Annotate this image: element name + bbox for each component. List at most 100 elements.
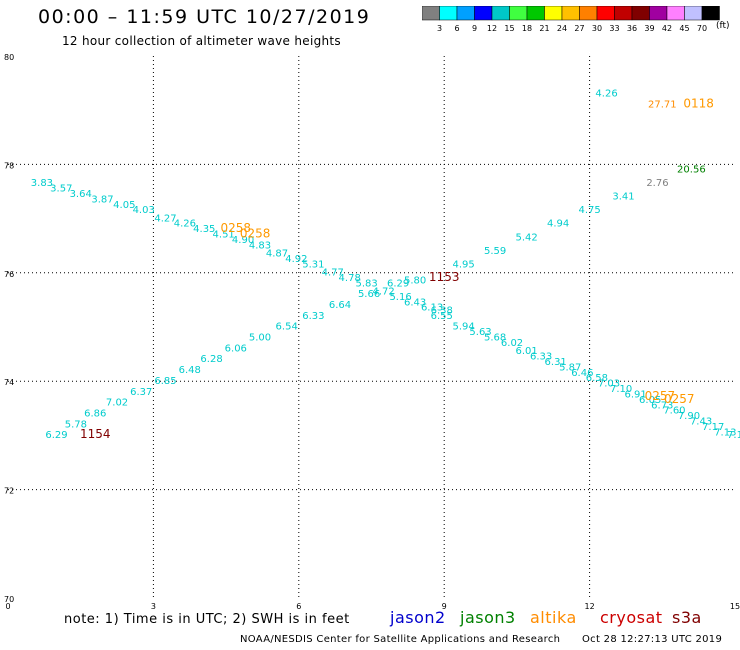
wave-height-label: 4.26 [595, 89, 617, 100]
y-tick-label: 80 [4, 53, 14, 62]
legend-tick-label: 33 [609, 24, 619, 33]
wave-height-label: 4.27 [154, 213, 176, 224]
wave-height-label: 5.78 [65, 419, 87, 430]
legend-swatch [509, 6, 528, 21]
wave-height-label: 6.58 [586, 373, 608, 384]
wave-height-label: 6.43 [404, 297, 426, 308]
wave-height-label: 6.33 [530, 352, 552, 363]
time-stamp-label: 0118 [683, 96, 714, 110]
y-tick-label: 74 [4, 378, 14, 387]
wave-height-label: 4.95 [452, 259, 474, 270]
wave-height-label: 5.16 [389, 292, 411, 303]
legend-cryosat: cryosat [600, 608, 663, 627]
wave-height-label: 5.68 [484, 333, 506, 344]
legend-swatch [666, 6, 685, 21]
wave-height-label: 4.03 [133, 205, 155, 216]
wave-height-label: 6.91 [625, 389, 647, 400]
wave-height-label: 3.83 [31, 178, 53, 189]
legend-swatch [474, 6, 493, 21]
wave-height-label: 5.31 [302, 259, 324, 270]
wave-height-label: 4.72 [372, 286, 394, 297]
legend-tick-label: 30 [592, 24, 602, 33]
wave-height-label: 7.43 [690, 417, 712, 428]
x-tick-label: 6 [296, 602, 301, 611]
wave-height-label: 4.35 [193, 224, 215, 235]
wave-height-label: 6.06 [225, 343, 247, 354]
color-legend: 3 6 9 12 15 18 21 24 27 30 33 36 39 42 45 70 [422, 6, 720, 33]
wave-height-label: 7.60 [663, 406, 685, 417]
wave-height-label: 4.94 [547, 219, 569, 230]
wave-height-label: 6.01 [515, 346, 537, 357]
legend-tick-label: 18 [522, 24, 532, 33]
y-tick-label: 76 [4, 270, 14, 279]
wave-height-label: 20.56 [677, 165, 706, 176]
creation-time: Oct 28 12:27:13 UTC 2019 [582, 634, 723, 645]
wave-height-label: 3.57 [50, 184, 72, 195]
wave-height-label: 3.41 [612, 192, 634, 203]
legend-swatch [596, 6, 615, 21]
legend-swatch [526, 6, 545, 21]
wave-height-label: 27.71 [648, 99, 677, 110]
legend-tick-label: 45 [679, 24, 689, 33]
wave-height-label: 6.73 [651, 400, 673, 411]
legend-tick-label: 21 [539, 24, 549, 33]
legend-swatch [491, 6, 510, 21]
legend-swatch [614, 6, 633, 21]
time-stamp-label: 0258 [240, 227, 271, 241]
legend-tick-label: 9 [472, 24, 477, 33]
legend-swatch [456, 6, 475, 21]
wave-height-label: 6.02 [501, 338, 523, 349]
legend-swatch [579, 6, 598, 21]
x-tick-label: 3 [151, 602, 156, 611]
time-stamp-label: 0257 [645, 389, 676, 403]
wave-height-label: 6.38 [431, 305, 453, 316]
wave-height-label: 6.86 [84, 408, 106, 419]
wave-height-label: 7.10 [610, 384, 632, 395]
x-tick-label: 0 [5, 602, 10, 611]
wave-height-label: 6.33 [302, 311, 324, 322]
legend-swatch [561, 6, 580, 21]
footer-note: note: 1) Time is in UTC; 2) SWH is in fe… [64, 612, 350, 627]
wave-height-label: 6.46 [571, 368, 593, 379]
legend-tick-label: 39 [644, 24, 654, 33]
legend-swatch [422, 6, 440, 21]
wave-height-label: 6.55 [431, 311, 453, 322]
wave-height-label: 6.37 [130, 387, 152, 398]
wave-height-label: 5.59 [484, 246, 506, 257]
wave-height-label: 7.1 [727, 430, 740, 441]
wave-height-label: 6.05 [639, 395, 661, 406]
wave-height-label: 4.92 [285, 254, 307, 265]
legend-tick-label: 36 [627, 24, 637, 33]
wave-height-label: 7.03 [598, 379, 620, 390]
y-tick-label: 70 [4, 595, 14, 604]
legend-tick-label: 27 [574, 24, 584, 33]
wave-height-label: 4.77 [322, 268, 344, 279]
legend-jason3: jason3 [460, 608, 516, 627]
x-tick-label: 15 [730, 602, 740, 611]
chart-subtitle: 12 hour collection of altimeter wave hei… [62, 34, 341, 48]
wave-height-label: 6.13 [421, 303, 443, 314]
wave-height-label: 6.85 [154, 376, 176, 387]
time-stamp-label: 0257 [664, 392, 695, 406]
wave-height-label: 4.51 [213, 230, 235, 241]
wave-height-label: 2.76 [646, 178, 668, 189]
legend-tick-label: 3 [437, 24, 442, 33]
wave-height-label: 5.00 [249, 333, 271, 344]
wave-height-label: 7.90 [678, 411, 700, 422]
wave-height-label: 7.02 [106, 398, 128, 409]
wave-height-label: 6.64 [329, 300, 351, 311]
wave-height-label: 4.87 [266, 249, 288, 260]
chart-title: 00:00 – 11:59 UTC 10/27/2019 [38, 6, 371, 28]
wave-height-label: 5.66 [358, 289, 380, 300]
wave-height-label: 5.42 [515, 232, 537, 243]
y-tick-label: 78 [4, 161, 14, 170]
time-stamp-label: 1153 [429, 270, 460, 284]
wave-height-label: 5.63 [469, 327, 491, 338]
wave-height-label: 3.64 [70, 189, 92, 200]
wave-height-label: 7.13 [714, 427, 736, 438]
time-stamp-label: 1154 [80, 427, 111, 441]
wave-height-label: 4.83 [249, 240, 271, 251]
wave-height-label: 5.94 [452, 322, 474, 333]
x-tick-label: 9 [442, 602, 447, 611]
